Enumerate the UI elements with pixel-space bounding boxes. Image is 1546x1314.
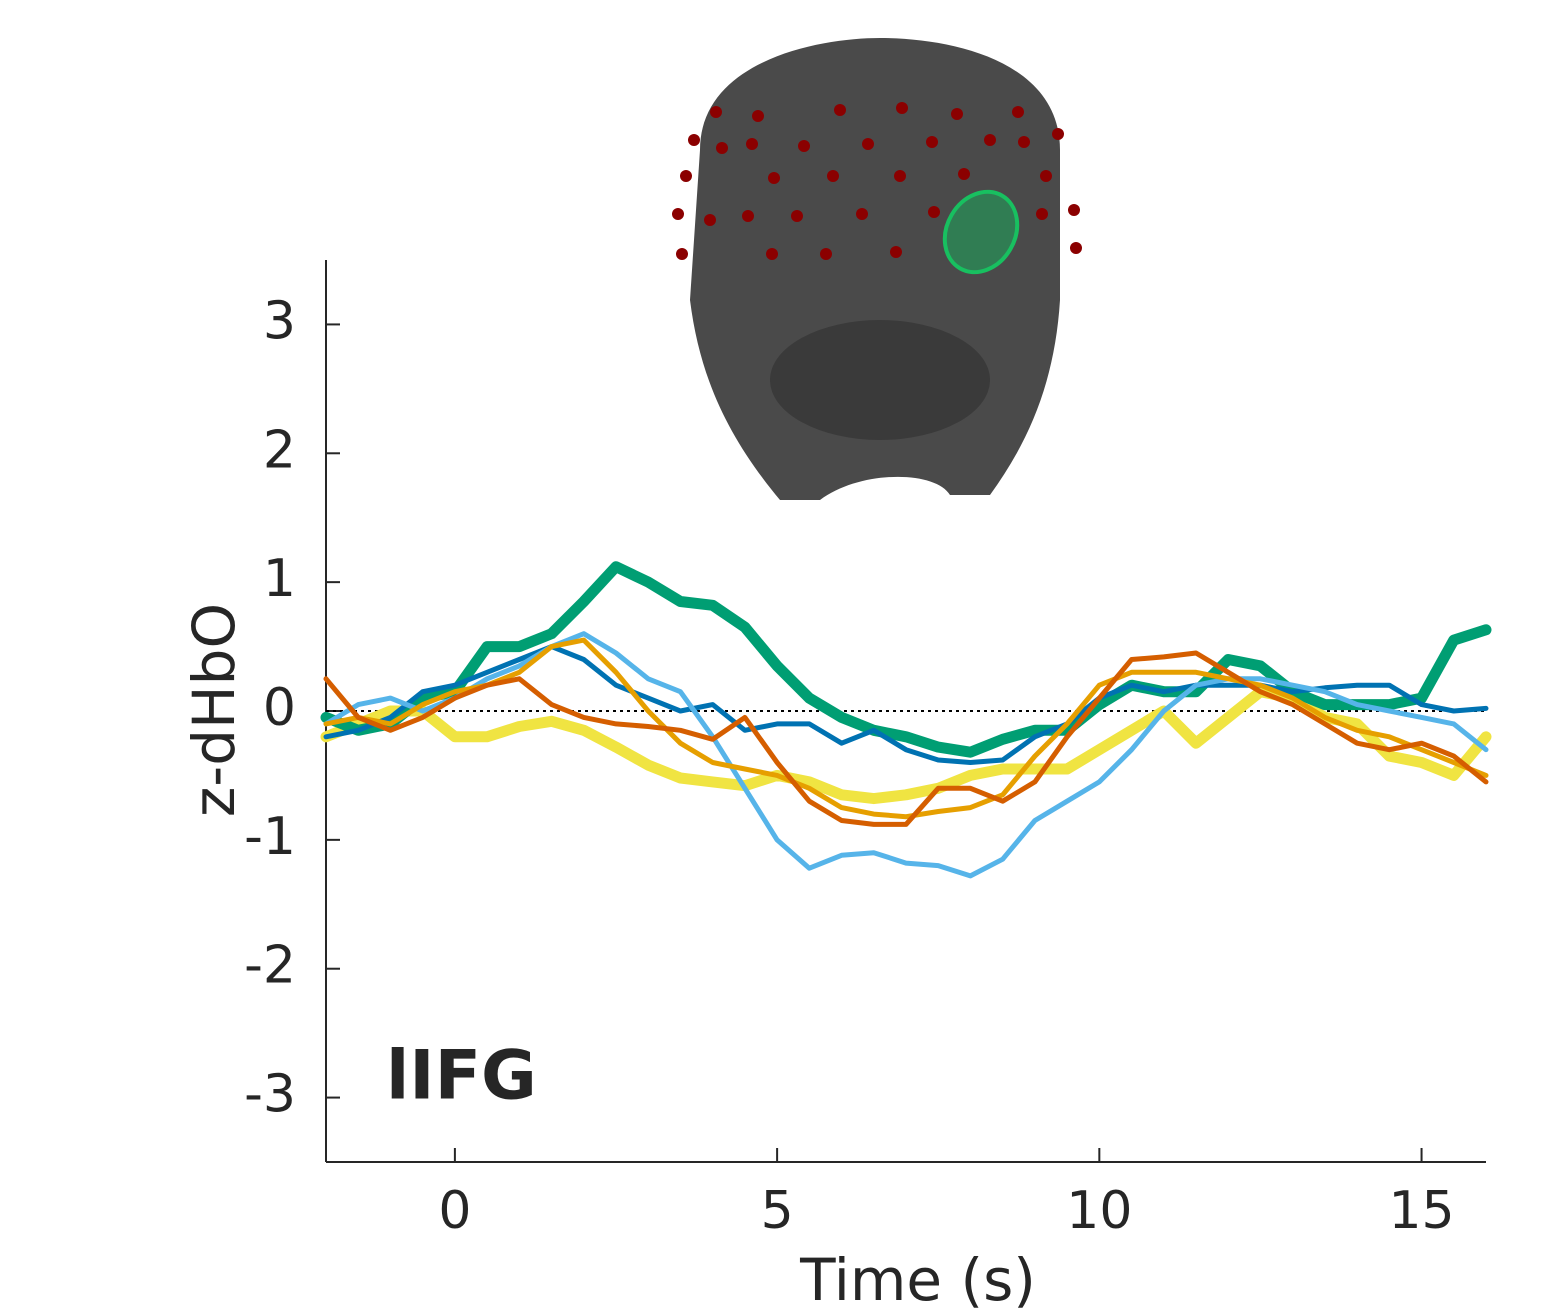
- y-tick-label: 1: [263, 549, 296, 609]
- x-tick-label: 10: [1066, 1181, 1132, 1241]
- series-line: [323, 637, 1489, 820]
- head-illustration: [672, 38, 1082, 500]
- series-line: [320, 561, 1492, 758]
- x-tick-label: 15: [1388, 1181, 1454, 1241]
- series-line: [323, 631, 1489, 879]
- series-line: [323, 644, 1489, 765]
- y-axis-label: z-dHbO: [180, 603, 248, 817]
- y-tick-label: 2: [263, 420, 296, 480]
- y-tick-label: 0: [263, 678, 296, 738]
- y-tick-label: -2: [244, 936, 296, 996]
- series-line: [323, 650, 1489, 827]
- x-tick-label: 0: [438, 1181, 471, 1241]
- x-axis-label: Time (s): [799, 1246, 1036, 1314]
- y-tick-label: 3: [263, 291, 296, 351]
- y-tick-label: -1: [244, 807, 296, 867]
- region-label: lIFG: [386, 1037, 537, 1116]
- y-tick-label: -3: [244, 1065, 296, 1125]
- x-tick-label: 5: [761, 1181, 794, 1241]
